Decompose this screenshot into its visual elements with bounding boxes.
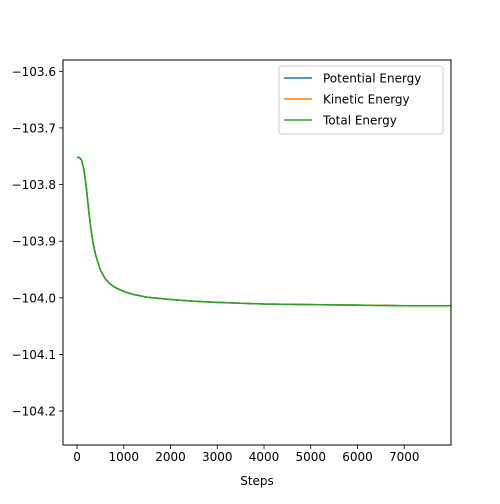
x-tick-label: 2000 [155, 450, 186, 464]
y-tick-label: −103.8 [12, 178, 56, 192]
x-tick-label: 3000 [202, 450, 233, 464]
y-tick-label: −104.0 [12, 291, 56, 305]
legend-label-kinetic-energy: Kinetic Energy [323, 93, 410, 107]
legend-label-total-energy: Total Energy [322, 114, 397, 128]
x-tick-label: 6000 [342, 450, 373, 464]
series-line-total-energy [77, 156, 451, 307]
axes: 0 1000 2000 3000 4000 5000 6000 7000 −103.6 −103.… [12, 59, 452, 488]
plot-frame [62, 59, 452, 446]
y-tick-label: −103.6 [12, 65, 56, 79]
legend: Potential Energy Kinetic Energy Total Ener… [278, 65, 444, 135]
x-tick-label: 7000 [389, 450, 420, 464]
y-tick-label: −103.7 [12, 121, 56, 135]
x-tick-label: 1000 [108, 450, 139, 464]
legend-box [278, 65, 444, 135]
y-tick-label: −103.9 [12, 235, 56, 249]
x-tick-label: 5000 [295, 450, 326, 464]
legend-label-potential-energy: Potential Energy [323, 72, 421, 86]
plot-lines [77, 156, 451, 307]
x-axis-label: Steps [240, 474, 274, 488]
x-tick-label: 4000 [249, 450, 280, 464]
y-tick-label: −104.2 [12, 405, 56, 419]
x-tick-label: 0 [73, 450, 81, 464]
y-tick-label: −104.1 [12, 348, 56, 362]
